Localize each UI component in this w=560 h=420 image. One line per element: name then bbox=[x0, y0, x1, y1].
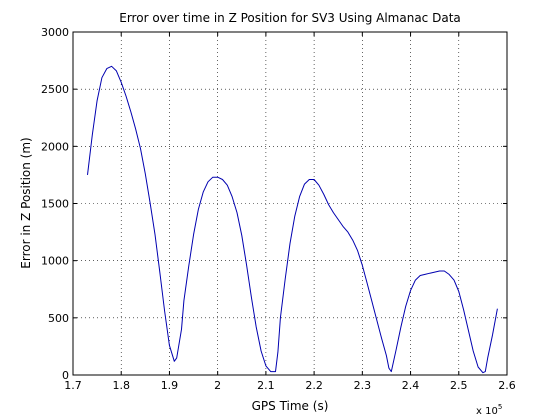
x-tick-labels: 1.7 1.8 1.9 2 2.1 2.2 2.3 2.4 2.5 2.6 bbox=[64, 379, 516, 392]
y-tick-label: 3000 bbox=[41, 26, 69, 39]
chart-title: Error over time in Z Position for SV3 Us… bbox=[119, 11, 461, 25]
x-axis-multiplier: x 105 bbox=[476, 403, 502, 417]
y-tick-label: 2000 bbox=[41, 140, 69, 153]
x-tick-label: 2.1 bbox=[257, 379, 275, 392]
y-tick-label: 1000 bbox=[41, 255, 69, 268]
x-tick-label: 2.4 bbox=[402, 379, 420, 392]
y-tick-labels: 0 500 1000 1500 2000 2500 3000 bbox=[41, 26, 69, 382]
x-tick-label: 2.6 bbox=[498, 379, 516, 392]
x-tick-label: 2.2 bbox=[305, 379, 323, 392]
y-axis-label: Error in Z Position (m) bbox=[19, 137, 33, 268]
y-tick-label: 2500 bbox=[41, 83, 69, 96]
x-tick-label: 2.3 bbox=[354, 379, 372, 392]
y-tick-label: 500 bbox=[48, 312, 69, 325]
x-tick-label: 1.9 bbox=[161, 379, 179, 392]
x-tick-label: 2 bbox=[214, 379, 221, 392]
y-tick-label: 1500 bbox=[41, 198, 69, 211]
x-axis-multiplier-exponent: 5 bbox=[498, 403, 502, 411]
x-axis-multiplier-base: x 10 bbox=[476, 406, 498, 417]
x-axis-label: GPS Time (s) bbox=[252, 399, 329, 413]
y-tick-label: 0 bbox=[62, 369, 69, 382]
x-tick-label: 2.5 bbox=[450, 379, 468, 392]
x-tick-label: 1.8 bbox=[112, 379, 130, 392]
